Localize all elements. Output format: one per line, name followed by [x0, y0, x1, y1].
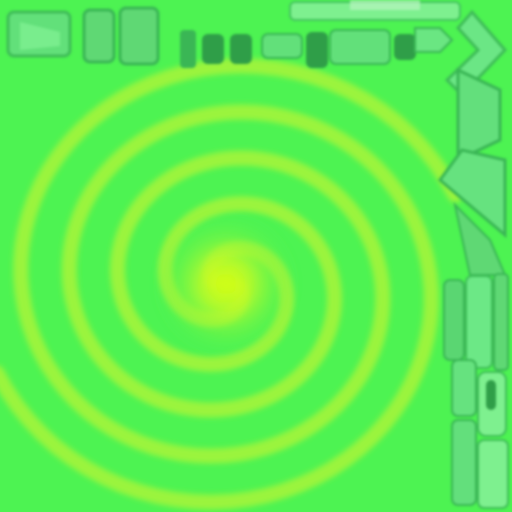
capsule-slot-icon: [486, 380, 496, 410]
spiral-core: [156, 214, 296, 354]
